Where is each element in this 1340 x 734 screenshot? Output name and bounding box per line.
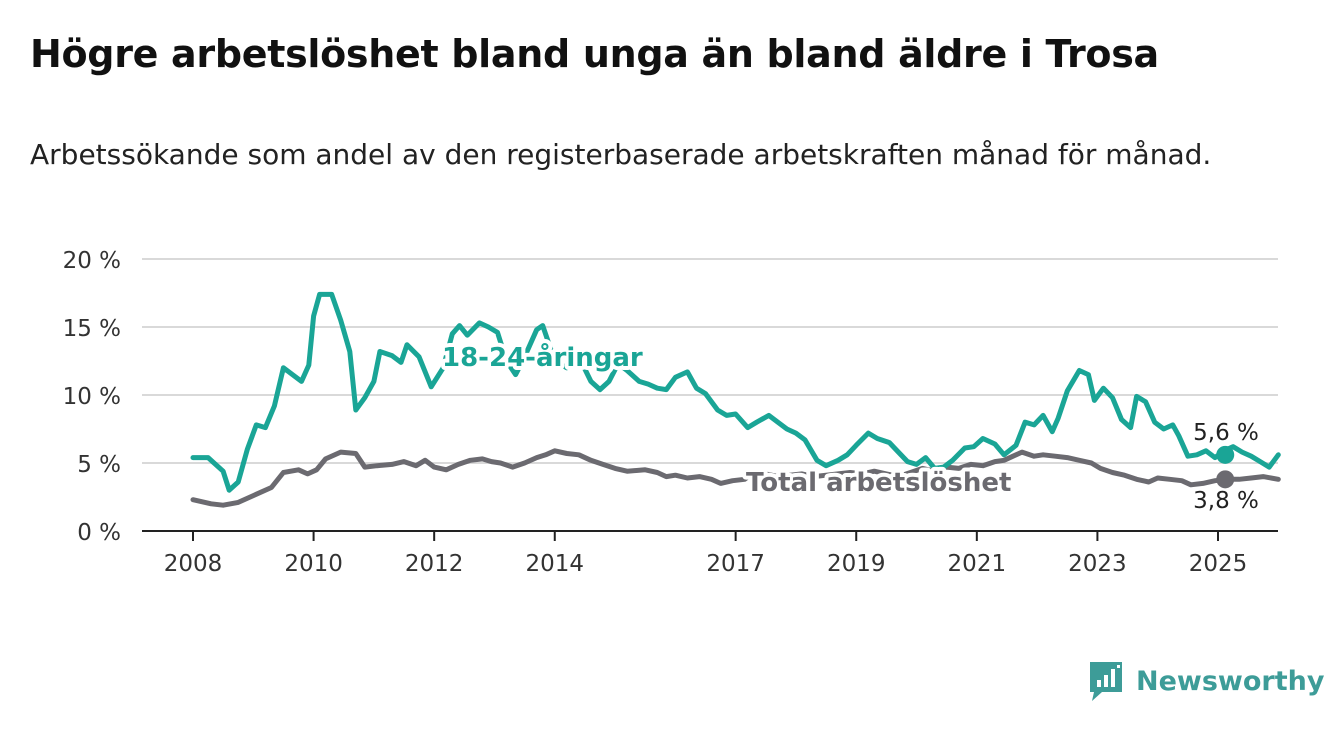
x-tick-label: 2025 xyxy=(1189,551,1248,577)
x-tick-label: 2023 xyxy=(1068,551,1127,577)
chart-grid xyxy=(142,258,1278,464)
chart-title: Högre arbetslöshet bland unga än bland ä… xyxy=(30,32,1159,76)
series-line xyxy=(190,291,1281,493)
y-tick-label: 0 % xyxy=(77,520,121,546)
series-label: 18-24-åringar xyxy=(442,341,643,373)
x-tick-label: 2008 xyxy=(164,551,223,577)
x-tick-label: 2014 xyxy=(525,551,584,577)
x-tick-label: 2012 xyxy=(405,551,464,577)
value-label: 5,6 % xyxy=(1193,420,1259,446)
series-endpoint xyxy=(1216,445,1235,464)
chart-labels: 18-24-åringar Total arbetslöshet 5,6 % 3,8 … xyxy=(438,337,1259,514)
series-endpoint xyxy=(1216,470,1235,489)
y-tick-label: 15 % xyxy=(63,316,121,342)
series-line xyxy=(190,448,1281,508)
newsworthy-logo-icon xyxy=(1090,662,1122,701)
chart-subtitle: Arbetssökande som andel av den registerb… xyxy=(30,138,1212,171)
x-axis: 2008 2010 2012 2014 2017 2019 2021 2023 2025 xyxy=(142,530,1278,577)
y-tick-label: 10 % xyxy=(63,384,121,410)
x-tick-label: 2021 xyxy=(948,551,1007,577)
chart-lines xyxy=(190,291,1281,508)
series-label: Total arbetslöshet xyxy=(746,468,1011,498)
x-tick-label: 2017 xyxy=(706,551,765,577)
x-tick-label: 2019 xyxy=(827,551,886,577)
x-tick-label: 2010 xyxy=(284,551,343,577)
value-label: 3,8 % xyxy=(1193,488,1259,514)
y-tick-label: 5 % xyxy=(77,452,121,478)
y-tick-label: 20 % xyxy=(63,248,121,274)
brand-name: Newsworthy xyxy=(1136,665,1325,697)
brand-logo[interactable]: Newsworthy xyxy=(1088,660,1324,702)
y-axis: 0 % 5 % 10 % 15 % 20 % xyxy=(63,248,121,546)
